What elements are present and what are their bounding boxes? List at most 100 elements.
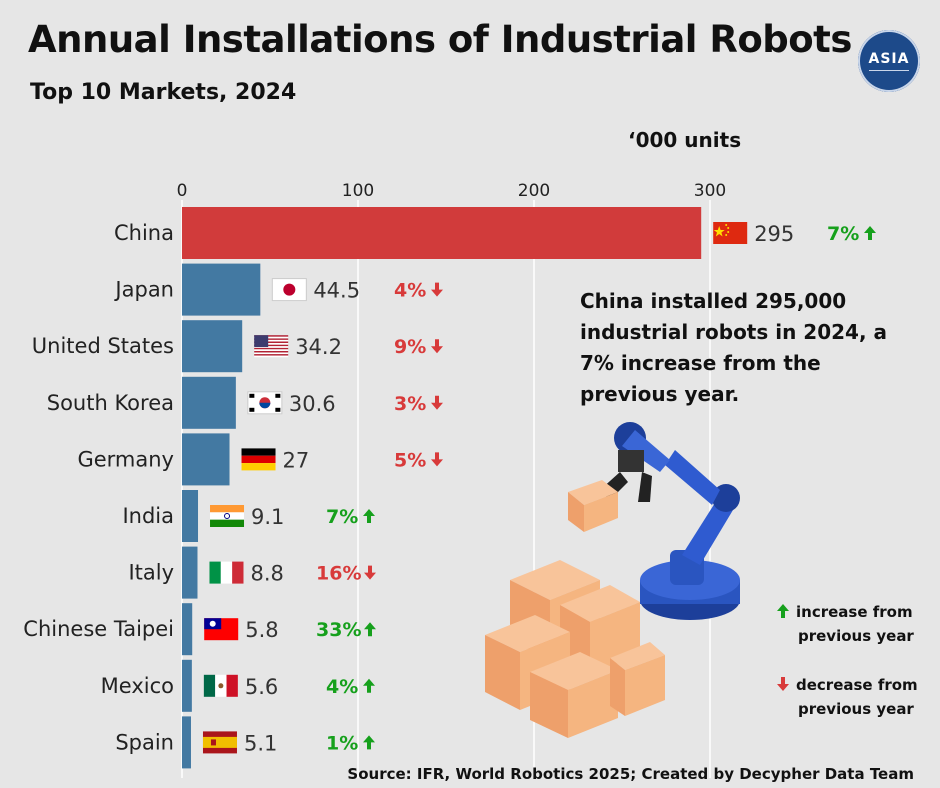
up-arrow-icon: [363, 509, 375, 523]
chart-subtitle: Top 10 Markets, 2024: [30, 80, 297, 105]
chinese-taipei-flag-icon: [204, 618, 239, 641]
flag-star: [713, 226, 725, 237]
legend-decrease: decrease from previous year: [776, 673, 918, 721]
up-arrow-icon: [864, 226, 876, 240]
flag-part: [226, 674, 238, 697]
flag-part: [254, 354, 289, 356]
flag-emblem: [218, 683, 224, 689]
arrow-shape: [363, 509, 375, 523]
arrow-shape: [431, 339, 443, 354]
bar-row-united-states: United States 34.2 9%: [32, 320, 443, 373]
flag-part: [241, 463, 276, 471]
flag-part: [254, 335, 269, 348]
flag-star: [727, 231, 730, 233]
italy-flag-icon: [209, 561, 244, 584]
legend-increase-line1: increase from: [796, 603, 913, 621]
value-label: 295: [754, 222, 794, 246]
india-flag-icon: [210, 505, 245, 527]
category-label: Spain: [115, 730, 174, 754]
china-flag-icon: [713, 222, 748, 244]
robot-arm: [600, 422, 740, 620]
mexico-flag-icon: [203, 674, 238, 697]
legend-decrease-line2: previous year: [798, 700, 914, 718]
arrow-shape: [431, 395, 443, 410]
logo-text: ASIA: [868, 51, 910, 67]
arrow-shape: [431, 452, 443, 467]
chart-annotation: China installed 295,000 industrial robot…: [580, 289, 888, 406]
bar-row-germany: Germany 27 5%: [77, 433, 443, 486]
change-label: 5%: [394, 449, 426, 471]
spain-flag-icon: [202, 731, 237, 754]
arrow-shape: [363, 678, 375, 693]
bar: [182, 716, 191, 769]
flag-part: [241, 455, 276, 464]
flag-part: [254, 350, 289, 353]
category-label: South Korea: [47, 391, 174, 415]
down-arrow-icon: [431, 339, 443, 354]
south-korea-flag-icon: [247, 391, 283, 415]
change-label: 4%: [326, 676, 358, 698]
flag-part: [209, 561, 221, 584]
change-label: 3%: [394, 393, 426, 415]
change-label: 9%: [394, 336, 426, 358]
flag-part: [210, 505, 245, 513]
flag-disc: [259, 402, 271, 409]
value-label: 5.6: [245, 675, 278, 699]
up-arrow-icon: [363, 678, 375, 693]
bar-row-south-korea: South Korea 30.6 3%: [47, 376, 443, 429]
change-label: 1%: [326, 732, 358, 754]
legend-decrease-line1: decrease from: [796, 676, 918, 694]
flag-part: [220, 561, 233, 584]
bar-row-china: China 295 7%: [114, 207, 876, 259]
flag-part: [203, 674, 216, 697]
bar: [182, 659, 192, 712]
flag-star: [725, 234, 728, 236]
flag-part: [254, 352, 289, 355]
flag-trigram: [275, 407, 281, 412]
bar-row-spain: Spain 5.1 1%: [115, 716, 375, 769]
down-arrow-icon: [431, 282, 443, 297]
flag-part: [254, 349, 289, 351]
arrow-shape: [431, 282, 443, 297]
flag-part: [210, 739, 216, 746]
flag-part: [254, 339, 289, 342]
category-label: United States: [32, 334, 174, 358]
flag-trigram: [275, 393, 281, 398]
value-label: 34.2: [295, 335, 342, 359]
x-tick-label-0: 0: [177, 181, 188, 201]
bar-row-chinese-taipei: Chinese Taipei 5.8 33%: [23, 603, 376, 656]
bar: [182, 320, 243, 373]
flag-part: [254, 344, 289, 347]
category-label: India: [122, 504, 174, 528]
bar-row-india: India 9.1 7%: [122, 490, 375, 542]
flag-part: [254, 336, 289, 339]
flag-star: [725, 224, 728, 226]
down-arrow-icon: [777, 677, 789, 691]
arrow-shape: [364, 565, 376, 580]
unit-label: ‘000 units: [628, 128, 742, 152]
bar: [182, 263, 261, 316]
change-label: 4%: [394, 280, 426, 302]
flag-part: [254, 347, 289, 350]
flag-part: [254, 355, 289, 358]
arrow-shape: [363, 735, 375, 750]
value-label: 5.1: [244, 731, 277, 755]
chart-title: Annual Installations of Industrial Robot…: [28, 18, 852, 61]
germany-flag-icon: [241, 448, 276, 471]
asia-logo: ASIA: [858, 30, 920, 92]
flag-part: [254, 346, 289, 348]
x-tick-label-200: 200: [518, 181, 550, 201]
category-label: China: [114, 221, 174, 245]
down-arrow-icon: [431, 452, 443, 467]
value-label: 44.5: [313, 279, 360, 303]
bar: [182, 546, 198, 599]
change-label: 7%: [326, 506, 358, 528]
logo-divider: [869, 70, 909, 71]
flag-trigram: [249, 407, 255, 412]
flag-part: [254, 343, 289, 345]
x-tick-label-100: 100: [342, 181, 374, 201]
value-label: 27: [283, 448, 310, 472]
legend-increase: increase from previous year: [776, 600, 914, 648]
robot-arm-illustration: [485, 422, 740, 738]
flag-part: [210, 512, 245, 520]
